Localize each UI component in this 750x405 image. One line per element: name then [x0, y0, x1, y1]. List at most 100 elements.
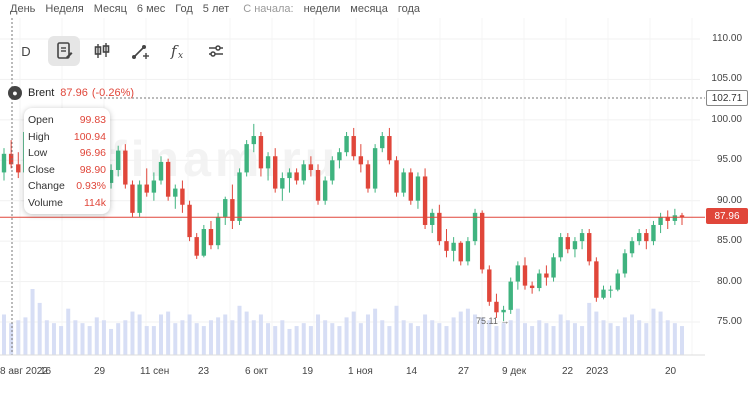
candle-body — [265, 156, 271, 169]
y-tick: 90.00 — [716, 195, 742, 206]
sliders-icon — [209, 45, 223, 57]
period-day[interactable]: День — [10, 3, 36, 15]
x-tick: 2023 — [586, 366, 609, 377]
period-month[interactable]: Месяц — [93, 3, 127, 15]
candles-icon — [94, 43, 110, 58]
volume-bar — [166, 311, 171, 355]
candle-body — [594, 261, 599, 298]
volume-bar — [415, 326, 420, 355]
volume-bar — [51, 323, 56, 355]
candle-body — [322, 180, 328, 201]
candle-body — [644, 233, 649, 242]
volume-bar — [458, 311, 463, 355]
instrument-legend: ● Brent 87.96 (-0.26%) — [8, 86, 134, 100]
period-low-marker: 75.11 → — [476, 316, 510, 326]
volume-bar — [244, 311, 249, 355]
candle-body — [201, 229, 207, 256]
candle-body — [494, 301, 499, 313]
candle-body — [1, 153, 7, 173]
volume-bar — [380, 320, 385, 355]
candle-body — [537, 273, 542, 289]
candle-body — [180, 188, 185, 205]
settings-sliders-button[interactable] — [200, 36, 232, 66]
candle-body — [173, 188, 178, 197]
volume-bar — [37, 302, 42, 355]
volume-bar — [201, 326, 206, 355]
volume-bar — [337, 326, 342, 355]
x-tick: 23 — [198, 366, 210, 377]
interval-button[interactable]: D — [21, 43, 31, 59]
volume-bar — [580, 326, 585, 355]
volume-bar — [480, 317, 485, 355]
candle-body — [479, 212, 485, 270]
volume-bar — [630, 314, 635, 355]
drawing-tools-button[interactable] — [124, 36, 156, 66]
candle-body — [587, 233, 592, 262]
volume-bar — [301, 323, 306, 355]
candle-body — [430, 212, 435, 225]
period-5-years[interactable]: 5 лет — [202, 3, 230, 15]
volume-bar — [444, 326, 449, 355]
tooltip-change: Change 0.93% — [28, 180, 106, 193]
volume-bar — [80, 323, 85, 355]
volume-bar — [572, 323, 577, 355]
volume-bar — [408, 323, 413, 355]
candle-body — [658, 216, 663, 225]
volume-bar — [558, 314, 563, 355]
candle-body — [108, 169, 114, 183]
candle-body — [230, 199, 235, 221]
volume-bar — [565, 320, 570, 355]
candle-body — [315, 169, 321, 201]
candle-body — [287, 172, 292, 179]
candle-body — [615, 273, 620, 290]
candle-body — [515, 265, 521, 282]
candle-body — [608, 289, 613, 291]
candle-body — [629, 241, 635, 254]
volume-bar — [73, 320, 78, 355]
volume-bar — [394, 305, 399, 355]
candle-body — [472, 212, 478, 242]
candle-body — [451, 242, 456, 251]
price-axis[interactable]: 110.00 105.00 100.00 95.00 90.00 85.00 8… — [704, 0, 750, 405]
volume-bar — [208, 320, 213, 355]
volume-bar — [173, 323, 178, 355]
volume-bar — [23, 317, 28, 355]
volume-bar — [665, 320, 670, 355]
candle-body — [215, 216, 221, 246]
candle-body — [422, 176, 428, 225]
draw-line-icon — [132, 45, 149, 59]
candle-body — [544, 273, 549, 278]
period-week[interactable]: Неделя — [45, 3, 84, 15]
candle-body — [358, 156, 364, 165]
since-month[interactable]: месяца — [350, 3, 388, 15]
x-tick: 8 авг 2022 — [0, 366, 48, 377]
volume-bar — [87, 326, 92, 355]
volume-bar — [294, 326, 299, 355]
candle-body — [351, 136, 356, 157]
candle-body — [408, 172, 413, 201]
volume-bar — [551, 326, 556, 355]
chart-settings-button[interactable] — [48, 36, 80, 66]
x-tick: 14 — [406, 366, 418, 377]
chart-type-button[interactable] — [86, 36, 118, 66]
period-selector: День Неделя Месяц 6 мес Год 5 лет С нача… — [0, 0, 750, 18]
candle-body — [337, 152, 342, 161]
candle-body — [130, 184, 135, 213]
since-year[interactable]: года — [397, 3, 421, 15]
volume-bar — [109, 328, 114, 355]
volume-bar — [644, 323, 649, 355]
x-tick: 6 окт — [245, 366, 268, 377]
period-6-months[interactable]: 6 мес — [136, 3, 166, 15]
period-year[interactable]: Год — [175, 3, 193, 15]
svg-text:x: x — [178, 51, 183, 61]
volume-bar — [344, 317, 349, 355]
tooltip-low: Low 96.96 — [28, 147, 106, 160]
volume-bar — [608, 323, 613, 355]
volume-bar — [230, 320, 235, 355]
since-week[interactable]: недели — [303, 3, 341, 15]
candle-body — [208, 229, 214, 246]
